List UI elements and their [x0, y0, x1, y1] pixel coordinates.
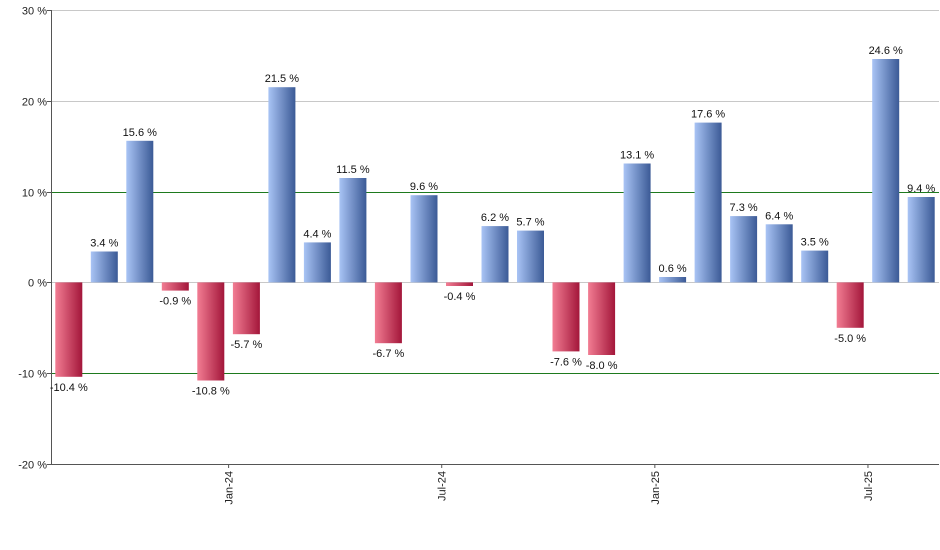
data-label: 24.6 %	[869, 45, 903, 57]
data-label: 17.6 %	[691, 109, 725, 121]
bar	[765, 224, 793, 283]
bar	[481, 226, 509, 283]
axes	[47, 10, 939, 468]
y-tick-label: -20 %	[18, 460, 47, 472]
x-tick-label: Jan-24	[224, 471, 236, 505]
data-label: -5.0 %	[834, 333, 866, 345]
labels: -10.4 % 3.4 % 15.6 % -0.9 % -10.8 % -5.7 % 21.…	[18, 6, 935, 505]
bar	[730, 216, 758, 283]
y-tick-label: 10 %	[22, 188, 47, 200]
data-label: 3.4 %	[90, 238, 118, 250]
bar	[126, 140, 154, 283]
data-label: 21.5 %	[265, 73, 299, 85]
bar	[659, 277, 687, 283]
bar	[907, 197, 935, 283]
bar	[694, 122, 722, 283]
bar	[517, 230, 544, 283]
bar	[90, 251, 118, 283]
data-label: 0.6 %	[659, 263, 687, 275]
bar	[446, 282, 473, 286]
x-tick-label: Jul-25	[863, 471, 875, 501]
bar	[410, 195, 438, 283]
data-label: 3.5 %	[801, 237, 829, 249]
y-tick-label: 30 %	[22, 6, 47, 18]
data-label: 13.1 %	[620, 150, 654, 162]
data-label: -5.7 %	[231, 339, 263, 351]
y-tick-label: -10 %	[18, 369, 47, 381]
bars	[55, 59, 935, 381]
data-label: -7.6 %	[550, 356, 582, 368]
bar	[801, 250, 829, 283]
y-tick-label: 20 %	[22, 97, 47, 109]
bar	[339, 178, 367, 283]
data-label: -8.0 %	[586, 360, 618, 372]
bar	[374, 282, 402, 344]
data-label: 5.7 %	[516, 217, 544, 229]
y-tick-label: 0 %	[28, 278, 47, 290]
x-tick-label: Jan-25	[650, 471, 662, 505]
bar	[588, 282, 616, 355]
data-label: 9.4 %	[907, 183, 935, 195]
data-label: -6.7 %	[373, 348, 405, 360]
data-label: 6.4 %	[765, 210, 793, 222]
bar	[623, 163, 651, 283]
bar	[303, 242, 331, 283]
data-label: -10.8 %	[192, 386, 230, 398]
bar	[552, 282, 580, 352]
data-label: 4.4 %	[303, 228, 331, 240]
bar	[197, 282, 225, 381]
bar	[161, 282, 189, 291]
bar	[836, 282, 864, 328]
data-label: 6.2 %	[481, 212, 509, 224]
bar	[872, 59, 900, 283]
bar	[268, 87, 296, 283]
data-label: 9.6 %	[410, 181, 438, 193]
bar	[55, 282, 83, 377]
data-label: 7.3 %	[730, 202, 758, 214]
x-tick-label: Jul-24	[437, 471, 449, 501]
data-label: 11.5 %	[336, 164, 370, 176]
data-label: -0.4 %	[444, 291, 476, 303]
data-label: 15.6 %	[123, 127, 157, 139]
bar	[232, 282, 260, 335]
data-label: -10.4 %	[50, 382, 88, 394]
data-label: -0.9 %	[159, 296, 191, 308]
